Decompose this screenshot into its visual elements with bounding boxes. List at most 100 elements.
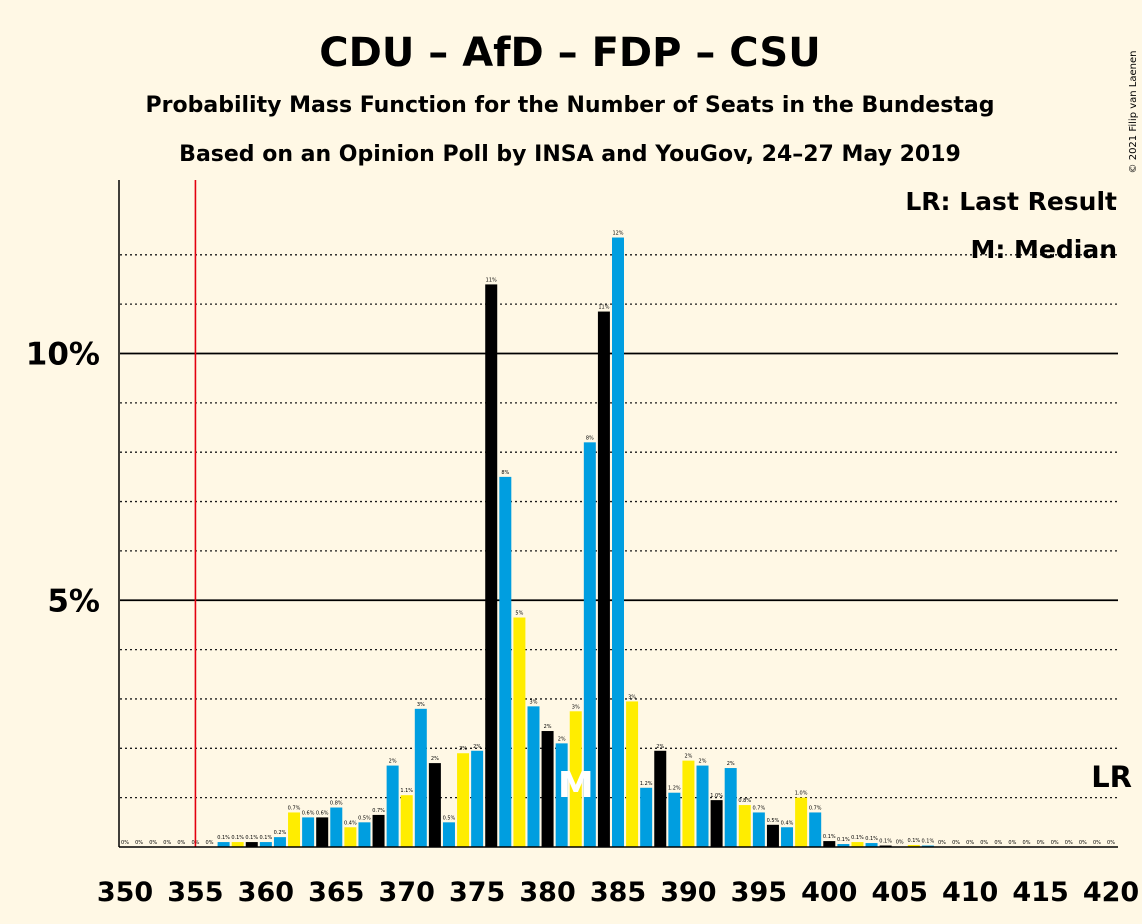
- bar-label-366: 0.4%: [344, 820, 357, 826]
- bar-357: [217, 842, 230, 847]
- bar-label-388: 2%: [656, 744, 664, 750]
- bar-398: [795, 797, 808, 847]
- chart-title: CDU – AfD – FDP – CSU: [319, 30, 820, 76]
- bar-label-395: 0.7%: [753, 805, 766, 811]
- bar-399: [809, 812, 822, 847]
- credit-text: © 2021 Filip van Laenen: [1128, 51, 1139, 174]
- bar-label-360: 0.1%: [260, 835, 273, 841]
- y-tick-label-10: 10%: [26, 337, 100, 373]
- bar-379: [527, 706, 540, 847]
- bar-360: [259, 842, 272, 847]
- x-tick-label-385: 385: [590, 877, 646, 908]
- bar-label-386: 3%: [628, 694, 636, 700]
- bar-364: [316, 817, 329, 847]
- bar-366: [344, 827, 357, 847]
- bars: [217, 237, 934, 848]
- bar-label-375: 2%: [473, 744, 481, 750]
- x-tick-label-415: 415: [1012, 877, 1068, 908]
- bar-label-372: 2%: [431, 756, 439, 762]
- bar-label-385: 12%: [612, 231, 623, 237]
- bar-label-412: 0%: [994, 840, 1002, 846]
- bar-label-350: 0%: [121, 840, 129, 846]
- bar-401: [837, 844, 850, 847]
- bar-label-420: 0%: [1107, 840, 1115, 846]
- bar-370: [400, 795, 413, 847]
- bar-386: [626, 701, 639, 847]
- chart-subtitle-1: Probability Mass Function for the Number…: [146, 93, 995, 118]
- bar-labels: 0%0%0%0%0%0%0%0.1%0.1%0.1%0.1%0.2%0.7%0.…: [121, 231, 1115, 846]
- bar-label-379: 3%: [530, 699, 538, 705]
- bar-label-383: 8%: [586, 435, 594, 441]
- bar-369: [386, 765, 399, 847]
- bar-label-410: 0%: [966, 840, 974, 846]
- bar-label-418: 0%: [1079, 840, 1087, 846]
- bar-label-417: 0%: [1065, 840, 1073, 846]
- bar-label-413: 0%: [1008, 840, 1016, 846]
- bar-397: [781, 827, 794, 847]
- bar-396: [766, 824, 779, 847]
- bar-label-371: 3%: [417, 702, 425, 708]
- bar-label-368: 0.7%: [372, 808, 385, 814]
- bar-label-416: 0%: [1051, 840, 1059, 846]
- bar-label-363: 0.6%: [302, 810, 315, 816]
- x-tick-label-365: 365: [308, 877, 364, 908]
- legend-last-result: LR: Last Result: [905, 187, 1117, 216]
- bar-label-405: 0%: [896, 840, 904, 846]
- bar-label-357: 0.1%: [217, 835, 230, 841]
- bar-label-404: 0.1%: [879, 839, 892, 845]
- legend-median: M: Median: [970, 235, 1117, 264]
- bar-label-359: 0.1%: [245, 835, 258, 841]
- y-tick-label-5: 5%: [47, 583, 100, 619]
- bar-402: [851, 842, 864, 847]
- bar-392: [710, 800, 723, 847]
- bar-label-364: 0.6%: [316, 810, 329, 816]
- bar-label-411: 0%: [980, 840, 988, 846]
- bar-374: [457, 753, 470, 847]
- bar-377: [499, 476, 512, 847]
- bar-381: [555, 743, 568, 847]
- bar-403: [865, 843, 878, 847]
- bar-label-356: 0%: [206, 840, 214, 846]
- x-tick-label-405: 405: [872, 877, 928, 908]
- bar-label-380: 2%: [544, 724, 552, 730]
- bar-label-358: 0.1%: [231, 835, 244, 841]
- bar-label-361: 0.2%: [274, 830, 287, 836]
- bar-358: [231, 842, 244, 847]
- bar-label-369: 2%: [389, 759, 397, 765]
- bar-label-389: 1.2%: [668, 786, 681, 792]
- bar-378: [513, 617, 526, 847]
- bar-label-374: 2%: [459, 746, 467, 752]
- bar-391: [696, 765, 709, 847]
- bar-363: [302, 817, 315, 847]
- bar-label-376: 11%: [486, 277, 497, 283]
- bar-label-415: 0%: [1037, 840, 1045, 846]
- bar-400: [823, 841, 836, 847]
- bar-label-373: 0.5%: [443, 815, 456, 821]
- x-tick-label-395: 395: [731, 877, 787, 908]
- bar-372: [428, 763, 441, 847]
- bar-label-401: 0.1%: [837, 837, 850, 843]
- bar-368: [372, 814, 385, 847]
- bar-label-394: 0.8%: [738, 798, 751, 804]
- bar-label-402: 0.1%: [851, 835, 864, 841]
- bar-406: [907, 845, 920, 847]
- bar-label-391: 2%: [699, 759, 707, 765]
- bar-label-352: 0%: [149, 840, 157, 846]
- bar-label-397: 0.4%: [781, 820, 794, 826]
- bar-390: [682, 760, 695, 847]
- median-marker: M: [558, 765, 594, 806]
- x-tick-label-390: 390: [660, 877, 716, 908]
- bar-label-392: 1.0%: [710, 793, 723, 799]
- x-tick-label-350: 350: [97, 877, 153, 908]
- bar-label-406: 0.1%: [907, 838, 920, 844]
- bar-label-393: 2%: [727, 761, 735, 767]
- last-result-label: LR: [1091, 760, 1132, 794]
- bar-label-377: 8%: [501, 470, 509, 476]
- bar-label-367: 0.5%: [358, 815, 371, 821]
- bar-388: [654, 750, 667, 847]
- bar-label-354: 0%: [177, 840, 185, 846]
- bar-label-399: 0.7%: [809, 805, 822, 811]
- x-tick-label-380: 380: [519, 877, 575, 908]
- bar-394: [738, 805, 751, 847]
